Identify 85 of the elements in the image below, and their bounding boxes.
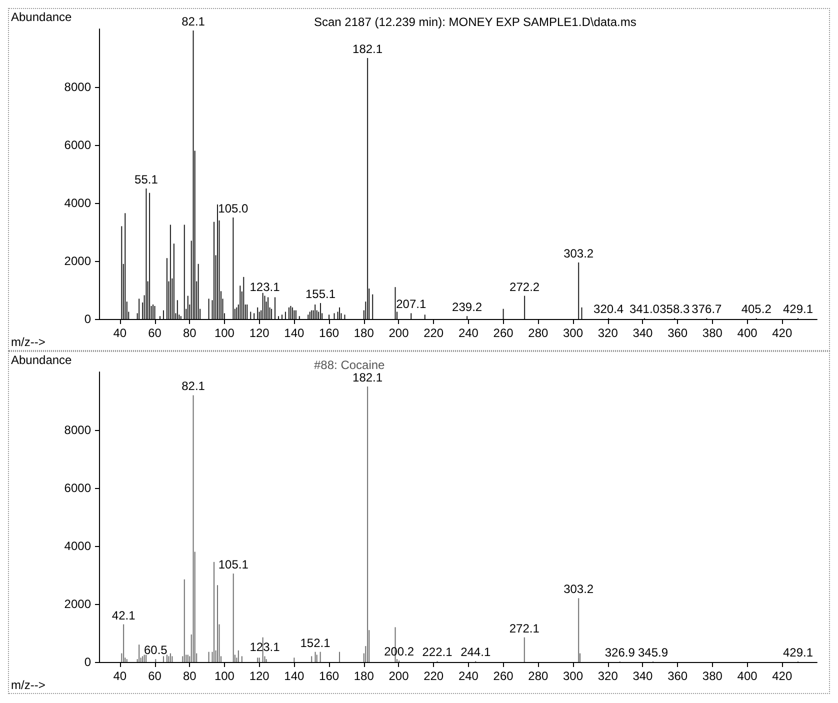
x-tick-label: 360 [668,326,688,340]
x-tick-label: 40 [113,669,127,683]
x-tick-label: 400 [737,669,758,683]
annotation: 244.1 [460,645,491,660]
annotation: 272.1 [509,621,540,636]
annotation: 123.1 [250,280,280,294]
x-tick-label: 200 [388,669,410,683]
x-tick-label: 140 [284,326,305,340]
annotation: 326.9 [604,645,636,660]
annotation: 303.2 [564,246,594,260]
y-axis-title: Abundance [11,10,72,24]
annotation: 405.2 [741,302,772,316]
x-tick-label: 400 [737,326,758,340]
annotation: 82.1 [182,379,206,394]
y-tick-label: 8000 [64,80,92,94]
x-tick-label: 340 [632,669,654,683]
x-tick-label: 160 [319,669,340,683]
x-tick-label: 80 [182,326,197,340]
x-axis-title: m/z--> [11,335,46,349]
annotation: 182.1 [352,42,383,56]
x-tick-label: 360 [668,669,688,683]
annotation: 182.1 [352,370,383,384]
chart-title: Scan 2187 (12.239 min): MONEY EXP SAMPLE1.D\data.ms [314,15,636,29]
y-tick-label: 4000 [64,196,92,210]
x-tick-label: 140 [284,669,305,683]
x-tick-label: 160 [319,326,340,340]
y-tick-label: 2000 [64,254,92,268]
annotation: 60.5 [144,643,168,658]
x-tick-label: 180 [354,326,374,340]
y-tick-label: 6000 [64,138,92,152]
annotation: 82.1 [182,14,206,28]
x-tick-label: 240 [458,326,479,340]
x-tick-label: 380 [702,669,723,683]
x-tick-label: 220 [424,326,444,340]
annotation: 320.4 [594,302,624,316]
x-tick-label: 40 [113,326,127,340]
x-tick-label: 60 [148,669,162,683]
x-tick-label: 420 [772,326,792,340]
x-tick-label: 240 [458,669,479,683]
annotation: 207.1 [396,297,426,312]
x-tick-label: 320 [598,326,618,340]
annotation: 222.1 [422,645,453,660]
x-tick-label: 260 [493,326,514,340]
annotation: 345.9 [638,645,668,660]
x-tick-label: 100 [214,669,235,683]
annotation: 429.1 [782,302,814,316]
x-tick-label: 180 [354,669,374,683]
y-tick-label: 8000 [64,423,92,437]
annotation: 358.3 [660,302,690,316]
y-tick-label: 2000 [64,597,92,611]
annotation: 272.2 [510,280,540,294]
y-axis-title: Abundance [11,353,72,367]
y-tick-label: 0 [84,312,92,326]
annotation: 303.2 [564,582,594,596]
annotation: 376.7 [692,302,722,316]
x-tick-label: 280 [528,326,548,340]
annotation: 105.1 [218,558,249,572]
x-tick-label: 60 [148,326,162,340]
x-tick-label: 120 [249,326,270,340]
x-tick-label: 80 [182,669,197,683]
x-axis-title: m/z--> [11,678,46,692]
x-tick-label: 420 [772,669,792,683]
x-tick-label: 280 [528,669,548,683]
chart-title: #88: Cocaine [314,358,386,372]
x-tick-label: 340 [632,326,654,340]
x-tick-label: 200 [388,326,410,340]
annotation: 55.1 [134,172,158,186]
annotation: 341.0 [629,302,660,316]
x-tick-label: 100 [214,326,235,340]
annotation: 152.1 [300,636,331,650]
y-tick-label: 6000 [64,481,92,495]
x-tick-label: 300 [563,326,584,340]
annotation: 42.1 [112,608,136,622]
x-tick-label: 320 [598,669,618,683]
x-tick-label: 120 [249,669,270,683]
annotation: 155.1 [305,287,336,302]
y-tick-label: 0 [84,655,92,669]
x-tick-label: 220 [424,669,444,683]
annotation: 105.0 [218,202,249,216]
annotation: 239.2 [452,300,482,314]
y-tick-label: 4000 [64,539,92,553]
x-tick-label: 260 [493,669,514,683]
x-tick-label: 300 [563,669,584,683]
x-tick-label: 380 [702,326,723,340]
annotation: 429.1 [782,645,814,660]
